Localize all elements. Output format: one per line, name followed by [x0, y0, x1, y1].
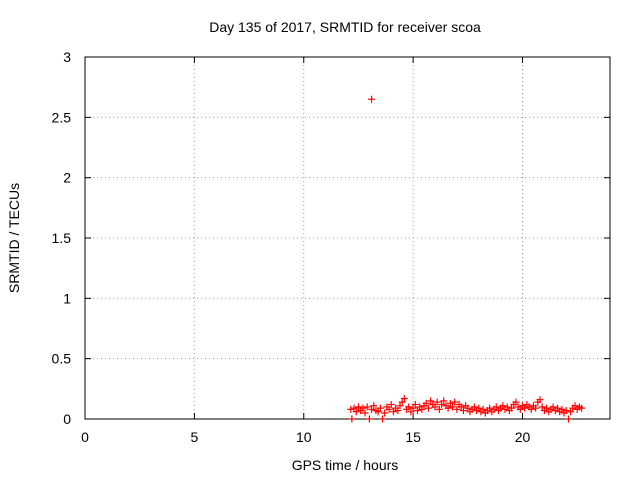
data-point — [578, 404, 586, 412]
data-point — [562, 407, 570, 415]
tick-layer: 0 5 10 15 20 0 0.5 1 1.5 2 2.5 3 — [52, 49, 610, 445]
data-point — [422, 399, 430, 407]
data-point — [405, 403, 413, 411]
data-point — [368, 405, 376, 413]
data-point — [558, 405, 566, 413]
data-point — [543, 404, 551, 412]
y-tick-label: 2 — [63, 170, 71, 186]
data-point — [444, 404, 452, 412]
y-tick-label: 0.5 — [52, 351, 72, 367]
data-point — [374, 408, 382, 416]
data-point — [499, 402, 507, 410]
data-point — [536, 396, 544, 404]
data-point — [400, 394, 408, 402]
data-point — [424, 404, 432, 412]
data-point — [459, 407, 467, 415]
data-point — [453, 405, 461, 413]
data-point — [435, 405, 443, 413]
x-tick-label: 15 — [405, 429, 421, 445]
data-point — [365, 415, 373, 423]
data-point — [407, 408, 415, 416]
grid-layer — [85, 57, 610, 419]
data-point — [521, 404, 529, 412]
data-point — [470, 403, 478, 411]
chart-title: Day 135 of 2017, SRMTID for receiver sco… — [209, 19, 481, 35]
data-point — [418, 405, 426, 413]
data-point — [564, 415, 572, 423]
x-tick-label: 20 — [515, 429, 531, 445]
data-point — [438, 401, 446, 409]
data-point — [394, 407, 402, 415]
data-point — [451, 398, 459, 406]
data-point — [508, 404, 516, 412]
data-point — [350, 404, 358, 412]
data-point — [352, 408, 360, 416]
data-point — [361, 409, 369, 417]
y-tick-label: 1 — [63, 290, 71, 306]
data-point — [433, 398, 441, 406]
data-point — [359, 404, 367, 412]
data-point — [414, 407, 421, 415]
data-point — [348, 415, 356, 423]
data-point — [479, 405, 487, 413]
data-point — [567, 408, 575, 416]
data-point — [368, 95, 376, 103]
data-point — [389, 408, 397, 416]
data-point — [347, 405, 355, 413]
data-point — [549, 403, 557, 411]
data-point — [370, 402, 378, 410]
data-point — [381, 409, 389, 417]
data-point — [440, 397, 448, 405]
data-point — [446, 399, 454, 407]
data-point — [571, 402, 579, 410]
data-point — [387, 401, 395, 409]
data-point — [503, 403, 511, 411]
y-axis-label: SRMTID / TECUs — [6, 183, 22, 293]
y-tick-label: 2.5 — [52, 109, 72, 125]
data-point — [427, 397, 435, 405]
data-point — [411, 401, 419, 409]
x-tick-label: 5 — [190, 429, 198, 445]
data-point — [554, 404, 561, 412]
x-tick-label: 0 — [81, 429, 89, 445]
data-point — [379, 415, 386, 423]
data-points — [347, 95, 586, 423]
data-point — [486, 404, 494, 412]
data-point — [398, 398, 406, 406]
data-point — [376, 404, 384, 412]
data-point — [457, 403, 465, 411]
data-point — [449, 403, 456, 411]
y-tick-label: 0 — [63, 411, 71, 427]
y-tick-label: 1.5 — [52, 230, 72, 246]
data-point — [532, 404, 540, 412]
data-point — [409, 404, 417, 412]
data-point — [363, 403, 371, 411]
data-point — [527, 405, 535, 413]
y-tick-label: 3 — [63, 49, 71, 65]
data-point — [492, 403, 500, 411]
x-tick-label: 10 — [296, 429, 312, 445]
data-point — [385, 405, 393, 413]
data-point — [516, 405, 524, 413]
data-point — [475, 404, 483, 412]
x-axis-label: GPS time / hours — [292, 457, 399, 473]
data-point — [354, 403, 362, 411]
data-point — [431, 403, 439, 411]
data-point — [464, 404, 472, 412]
data-point — [396, 402, 404, 410]
plot-frame — [84, 56, 611, 420]
data-point — [512, 398, 520, 406]
data-point — [538, 403, 546, 411]
